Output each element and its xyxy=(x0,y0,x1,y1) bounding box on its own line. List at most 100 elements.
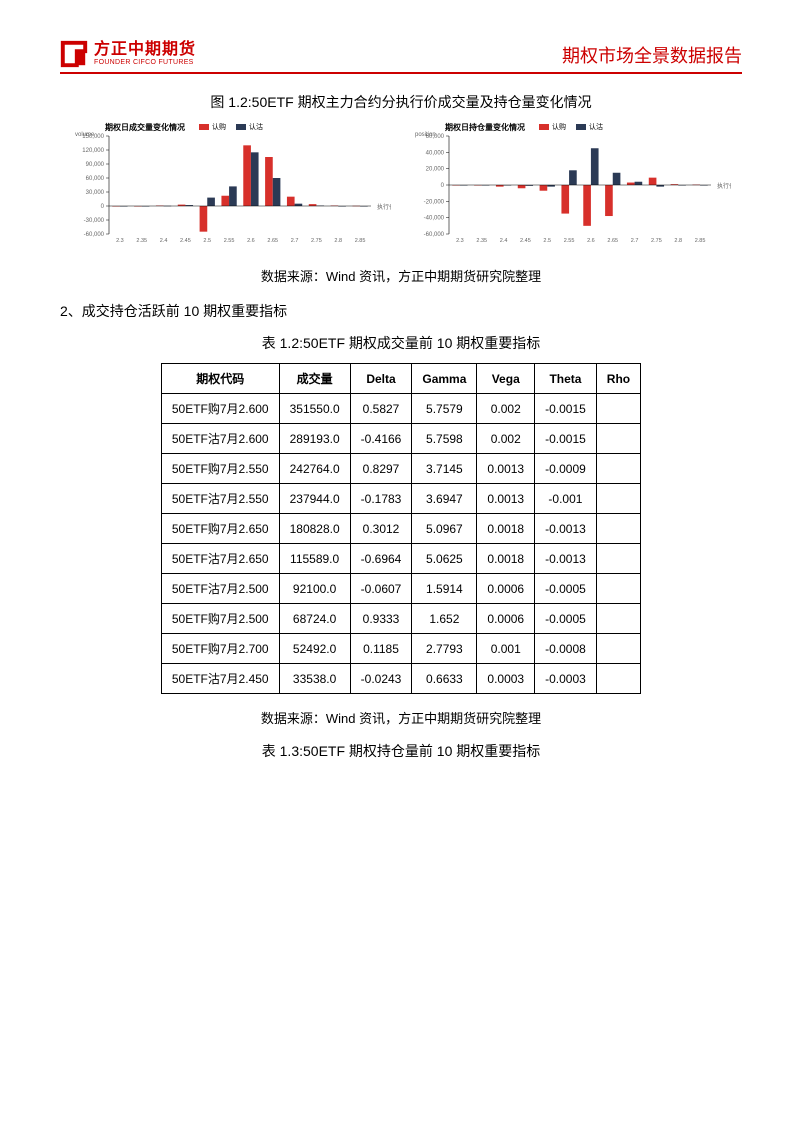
table-row: 50ETF购7月2.600351550.00.58275.75790.002-0… xyxy=(161,394,640,424)
table-cell xyxy=(596,484,640,514)
table-cell: -0.0607 xyxy=(350,574,412,604)
table-cell: 0.0013 xyxy=(477,454,535,484)
table-cell: 0.0006 xyxy=(477,604,535,634)
table-cell: 180828.0 xyxy=(279,514,350,544)
svg-text:2.35: 2.35 xyxy=(476,238,487,244)
svg-text:2.85: 2.85 xyxy=(355,238,366,244)
table-cell: 0.9333 xyxy=(350,604,412,634)
svg-text:执行价: 执行价 xyxy=(717,182,731,190)
table-1-2-source: 数据来源：Wind 资讯，方正中期期货研究院整理 xyxy=(60,708,742,727)
section-2-label: 2、成交持仓活跃前 10 期权重要指标 xyxy=(60,301,742,321)
table-cell: 50ETF沽7月2.550 xyxy=(161,484,279,514)
table-cell: 92100.0 xyxy=(279,574,350,604)
table-cell xyxy=(596,514,640,544)
table-cell xyxy=(596,604,640,634)
table-row: 50ETF沽7月2.45033538.0-0.02430.66330.0003-… xyxy=(161,664,640,694)
svg-text:2.85: 2.85 xyxy=(695,238,706,244)
table-cell: 0.1185 xyxy=(350,634,412,664)
figure-1-2-charts: 期权日成交量变化情况volume 认购 认沽 -60,000-30,000030… xyxy=(60,122,742,252)
svg-text:0: 0 xyxy=(441,183,445,189)
svg-text:2.4: 2.4 xyxy=(500,238,508,244)
table-cell: 5.7579 xyxy=(412,394,477,424)
table-cell xyxy=(596,424,640,454)
logo-en: FOUNDER CIFCO FUTURES xyxy=(94,59,196,67)
svg-text:2.65: 2.65 xyxy=(267,238,278,244)
chart-title: 期权日持仓量变化情况 xyxy=(445,122,525,133)
legend-call: 认购 xyxy=(539,122,566,132)
table-header-cell: 成交量 xyxy=(279,364,350,394)
table-row: 50ETF购7月2.550242764.00.82973.71450.0013-… xyxy=(161,454,640,484)
svg-text:2.6: 2.6 xyxy=(247,238,255,244)
chart-title: 期权日成交量变化情况 xyxy=(105,122,185,133)
svg-text:2.8: 2.8 xyxy=(334,238,342,244)
table-cell xyxy=(596,544,640,574)
table-cell: 68724.0 xyxy=(279,604,350,634)
chart-y-sublabel: volume xyxy=(75,132,94,138)
svg-text:2.3: 2.3 xyxy=(116,238,124,244)
table-cell: -0.0015 xyxy=(535,424,597,454)
table-cell: 3.7145 xyxy=(412,454,477,484)
table-cell: -0.0003 xyxy=(535,664,597,694)
figure-1-2-source: 数据来源：Wind 资讯，方正中期期货研究院整理 xyxy=(60,266,742,285)
table-cell xyxy=(596,634,640,664)
table-cell: -0.4166 xyxy=(350,424,412,454)
table-row: 50ETF沽7月2.650115589.0-0.69645.06250.0018… xyxy=(161,544,640,574)
table-cell: -0.0005 xyxy=(535,604,597,634)
table-cell: -0.0243 xyxy=(350,664,412,694)
table-1-2-wrap: 期权代码成交量DeltaGammaVegaThetaRho50ETF购7月2.6… xyxy=(60,363,742,694)
table-cell: -0.001 xyxy=(535,484,597,514)
table-cell: 3.6947 xyxy=(412,484,477,514)
table-cell: -0.6964 xyxy=(350,544,412,574)
table-cell: -0.0008 xyxy=(535,634,597,664)
table-cell: 242764.0 xyxy=(279,454,350,484)
figure-1-2-caption: 图 1.2:50ETF 期权主力合约分执行价成交量及持仓量变化情况 xyxy=(60,92,742,112)
table-row: 50ETF购7月2.50068724.00.93331.6520.0006-0.… xyxy=(161,604,640,634)
svg-text:-40,000: -40,000 xyxy=(424,216,445,222)
table-cell: 0.3012 xyxy=(350,514,412,544)
svg-text:2.7: 2.7 xyxy=(291,238,299,244)
svg-text:120,000: 120,000 xyxy=(82,148,104,154)
table-cell: 50ETF购7月2.550 xyxy=(161,454,279,484)
svg-text:2.65: 2.65 xyxy=(607,238,618,244)
svg-text:2.8: 2.8 xyxy=(674,238,682,244)
svg-text:-30,000: -30,000 xyxy=(84,218,105,224)
page: 方正中期期货 FOUNDER CIFCO FUTURES 期权市场全景数据报告 … xyxy=(0,0,802,811)
legend-call: 认购 xyxy=(199,122,226,132)
svg-text:2.7: 2.7 xyxy=(631,238,639,244)
chart-legend: 认购 认沽 xyxy=(199,122,263,132)
table-cell xyxy=(596,574,640,604)
table-cell: -0.0013 xyxy=(535,544,597,574)
table-cell: 0.002 xyxy=(477,394,535,424)
table-row: 50ETF沽7月2.600289193.0-0.41665.75980.002-… xyxy=(161,424,640,454)
table-cell: 50ETF购7月2.500 xyxy=(161,604,279,634)
table-cell: 50ETF沽7月2.600 xyxy=(161,424,279,454)
table-cell: -0.0009 xyxy=(535,454,597,484)
table-cell: 0.0006 xyxy=(477,574,535,604)
table-cell: 0.5827 xyxy=(350,394,412,424)
svg-text:20,000: 20,000 xyxy=(426,167,445,173)
table-cell: 0.8297 xyxy=(350,454,412,484)
position-change-chart: 期权日持仓量变化情况position 认购 认沽 -60,000-40,000-… xyxy=(411,122,731,252)
svg-text:2.5: 2.5 xyxy=(203,238,211,244)
logo-text: 方正中期期货 FOUNDER CIFCO FUTURES xyxy=(94,41,196,66)
table-header-cell: Gamma xyxy=(412,364,477,394)
table-cell: 5.0625 xyxy=(412,544,477,574)
svg-text:2.55: 2.55 xyxy=(224,238,235,244)
svg-text:2.75: 2.75 xyxy=(311,238,322,244)
table-cell: 115589.0 xyxy=(279,544,350,574)
svg-text:2.4: 2.4 xyxy=(160,238,168,244)
table-header-cell: Delta xyxy=(350,364,412,394)
legend-put: 认沽 xyxy=(236,122,263,132)
table-row: 50ETF购7月2.70052492.00.11852.77930.001-0.… xyxy=(161,634,640,664)
table-header-cell: Theta xyxy=(535,364,597,394)
table-cell: 1.652 xyxy=(412,604,477,634)
svg-text:2.75: 2.75 xyxy=(651,238,662,244)
table-cell: 237944.0 xyxy=(279,484,350,514)
table-cell: 50ETF沽7月2.450 xyxy=(161,664,279,694)
table-cell: -0.0013 xyxy=(535,514,597,544)
table-cell xyxy=(596,454,640,484)
table-cell: 0.6633 xyxy=(412,664,477,694)
logo-cn: 方正中期期货 xyxy=(94,41,196,59)
svg-text:2.45: 2.45 xyxy=(180,238,191,244)
chart-y-sublabel: position xyxy=(415,132,436,138)
